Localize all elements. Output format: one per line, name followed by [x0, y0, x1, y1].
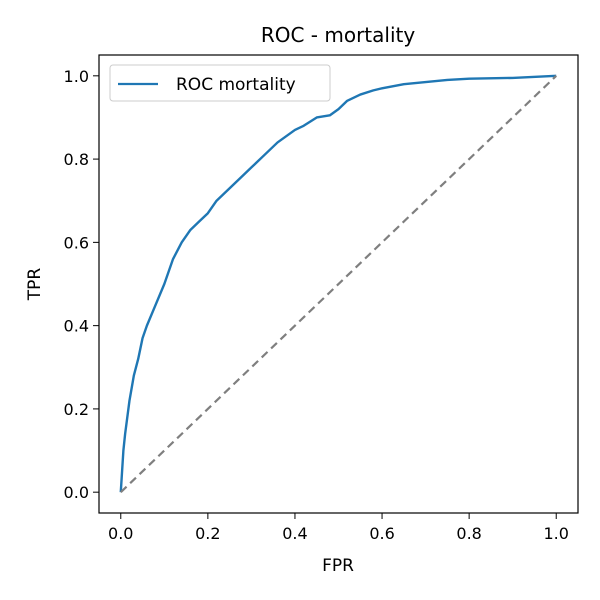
y-tick-label: 1.0	[64, 67, 89, 86]
y-tick-label: 0.4	[64, 317, 89, 336]
x-tick-label: 0.2	[195, 524, 220, 543]
series-layer	[119, 74, 557, 493]
x-tick-label: 1.0	[544, 524, 569, 543]
y-tick-label: 0.2	[64, 400, 89, 419]
x-axis-ticks: 0.0 0.2 0.4 0.6 0.8 1.0	[108, 513, 569, 543]
y-tick-label: 0.0	[64, 483, 89, 502]
x-tick-label: 0.6	[369, 524, 394, 543]
plot-area	[98, 54, 579, 514]
legend-label-roc-mortality: ROC mortality	[176, 75, 296, 95]
chart-title: ROC - mortality	[261, 23, 416, 47]
plot-frame	[98, 54, 579, 514]
y-tick-label: 0.8	[64, 150, 89, 169]
series-line-roc-mortality	[119, 74, 557, 493]
y-tick-label: 0.6	[64, 233, 89, 252]
y-axis-ticks: 0.0 0.2 0.4 0.6 0.8 1.0	[64, 67, 99, 502]
legend: ROC mortality	[109, 64, 331, 102]
x-tick-label: 0.4	[282, 524, 307, 543]
x-tick-label: 0.0	[108, 524, 133, 543]
x-axis-label: FPR	[322, 556, 354, 576]
chance-diagonal-line	[120, 75, 557, 493]
legend-box	[109, 64, 331, 102]
y-axis-label: TPR	[25, 268, 45, 302]
x-tick-label: 0.8	[456, 524, 481, 543]
